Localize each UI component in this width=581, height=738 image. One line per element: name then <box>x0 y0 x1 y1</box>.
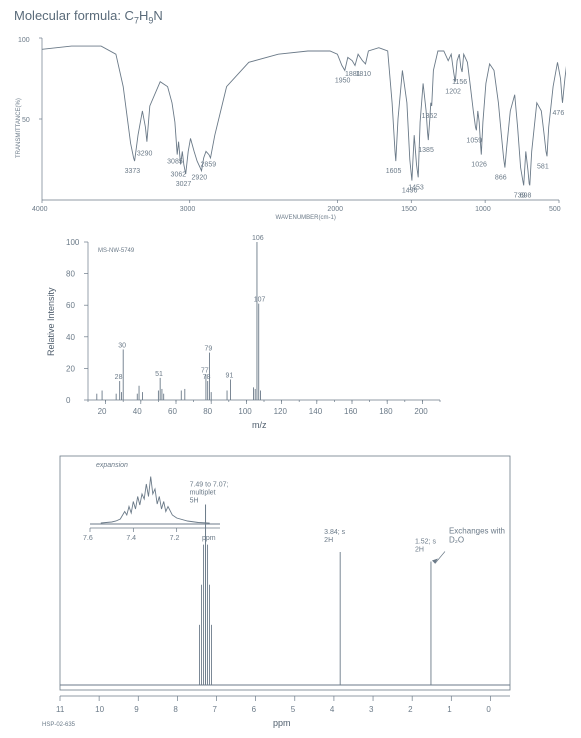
svg-text:7: 7 <box>213 705 218 714</box>
svg-text:1: 1 <box>447 705 452 714</box>
svg-text:3085: 3085 <box>167 158 183 165</box>
svg-text:3000: 3000 <box>180 206 196 213</box>
svg-text:60: 60 <box>66 301 75 310</box>
svg-text:0: 0 <box>66 396 71 405</box>
svg-text:1950: 1950 <box>335 77 351 84</box>
svg-text:2920: 2920 <box>192 175 208 182</box>
svg-text:0: 0 <box>486 705 491 714</box>
svg-text:1202: 1202 <box>445 89 461 96</box>
svg-text:m/z: m/z <box>252 420 267 430</box>
svg-text:3.84; s: 3.84; s <box>324 529 346 536</box>
svg-text:1810: 1810 <box>355 71 371 78</box>
svg-text:1059: 1059 <box>466 137 482 144</box>
svg-text:200: 200 <box>414 407 428 416</box>
svg-text:3: 3 <box>369 705 374 714</box>
svg-text:30: 30 <box>118 342 126 349</box>
svg-text:2: 2 <box>408 705 413 714</box>
svg-text:1385: 1385 <box>418 147 434 154</box>
svg-text:40: 40 <box>133 407 142 416</box>
svg-text:11: 11 <box>56 705 65 714</box>
svg-text:TRANSMITTANCE(%): TRANSMITTANCE(%) <box>16 98 22 158</box>
svg-text:multiplet: multiplet <box>190 490 216 497</box>
svg-text:MS-NW-5749: MS-NW-5749 <box>98 248 135 254</box>
svg-text:Exchanges with: Exchanges with <box>449 527 505 536</box>
nmr-spectrum: 7.49 to 7.07; multiplet 5H3.84; s2H1.52;… <box>40 442 526 732</box>
svg-text:1453: 1453 <box>408 184 424 191</box>
svg-text:91: 91 <box>226 372 234 379</box>
svg-text:4000: 4000 <box>32 206 48 213</box>
svg-text:107: 107 <box>254 297 266 304</box>
mass-spectrum: 0 20 40 60 80 100 20 40 60 80 100 120 140 160 180 200 m/… <box>40 232 450 432</box>
svg-text:50: 50 <box>22 117 30 124</box>
svg-text:9: 9 <box>134 705 139 714</box>
svg-text:476: 476 <box>553 110 565 117</box>
svg-text:D₂O: D₂O <box>449 536 464 545</box>
svg-text:20: 20 <box>98 407 107 416</box>
ir-spectrum: 100 50TRANSMITTANCE(%) 4000 3000 2000 1500 100… <box>14 30 566 222</box>
svg-text:HSP-02-635: HSP-02-635 <box>42 722 76 728</box>
svg-text:5H: 5H <box>190 498 199 505</box>
svg-text:100: 100 <box>18 37 30 44</box>
svg-text:51: 51 <box>155 371 163 378</box>
svg-text:120: 120 <box>274 407 288 416</box>
svg-text:80: 80 <box>203 407 212 416</box>
svg-text:1156: 1156 <box>452 79 467 86</box>
svg-text:500: 500 <box>549 206 561 213</box>
svg-text:79: 79 <box>204 346 212 353</box>
svg-text:80: 80 <box>66 270 75 279</box>
svg-text:5: 5 <box>291 705 296 714</box>
svg-text:1605: 1605 <box>386 168 402 175</box>
svg-text:WAVENUMBER(cm-1): WAVENUMBER(cm-1) <box>276 215 336 221</box>
svg-text:866: 866 <box>495 175 507 182</box>
svg-text:1000: 1000 <box>475 206 491 213</box>
svg-text:ppm: ppm <box>202 535 216 542</box>
svg-text:3027: 3027 <box>176 181 192 188</box>
svg-text:3290: 3290 <box>137 150 153 157</box>
svg-text:Relative Intensity: Relative Intensity <box>46 287 56 356</box>
svg-text:3062: 3062 <box>171 171 187 178</box>
svg-text:1.52; s: 1.52; s <box>415 539 437 546</box>
molecular-formula: Molecular formula: C7H9N <box>14 8 163 26</box>
svg-text:100: 100 <box>66 238 80 247</box>
svg-text:7.2: 7.2 <box>170 535 180 542</box>
svg-text:2000: 2000 <box>327 206 343 213</box>
svg-text:140: 140 <box>309 407 323 416</box>
svg-text:7.49 to 7.07;: 7.49 to 7.07; <box>190 482 229 489</box>
svg-text:2H: 2H <box>324 537 333 544</box>
svg-text:ppm: ppm <box>273 718 291 728</box>
svg-text:20: 20 <box>66 364 75 373</box>
svg-text:8: 8 <box>173 705 178 714</box>
svg-text:28: 28 <box>115 374 123 381</box>
svg-text:160: 160 <box>344 407 358 416</box>
svg-text:1026: 1026 <box>471 162 487 169</box>
svg-text:3373: 3373 <box>125 168 141 175</box>
svg-text:581: 581 <box>537 163 549 170</box>
svg-text:60: 60 <box>168 407 177 416</box>
svg-text:10: 10 <box>95 705 104 714</box>
svg-text:180: 180 <box>379 407 393 416</box>
svg-text:698: 698 <box>520 192 532 199</box>
svg-text:1362: 1362 <box>422 113 438 120</box>
svg-text:7.4: 7.4 <box>126 535 136 542</box>
svg-text:2859: 2859 <box>201 162 217 169</box>
svg-text:40: 40 <box>66 333 75 342</box>
svg-text:106: 106 <box>252 235 264 242</box>
svg-text:expansion: expansion <box>96 462 128 469</box>
svg-text:100: 100 <box>238 407 252 416</box>
svg-text:2H: 2H <box>415 547 424 554</box>
svg-text:4: 4 <box>330 705 335 714</box>
svg-text:1500: 1500 <box>401 206 417 213</box>
svg-text:7.6: 7.6 <box>83 535 93 542</box>
svg-text:6: 6 <box>252 705 257 714</box>
